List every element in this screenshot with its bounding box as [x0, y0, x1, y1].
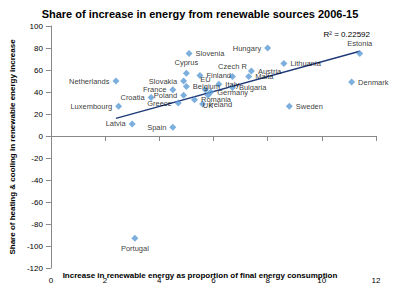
- svg-text:6: 6: [211, 275, 216, 285]
- svg-text:20: 20: [34, 110, 43, 119]
- svg-text:0: 0: [38, 132, 43, 141]
- svg-text:8: 8: [265, 275, 270, 285]
- svg-text:Share of increase in energy fr: Share of increase in energy from renewab…: [42, 8, 359, 20]
- svg-text:Greece: Greece: [147, 99, 172, 108]
- svg-text:Cyprus: Cyprus: [174, 58, 198, 67]
- svg-text:4: 4: [157, 275, 162, 285]
- svg-text:Finland: Finland: [206, 71, 231, 80]
- svg-text:80: 80: [34, 44, 43, 53]
- svg-text:Malta: Malta: [255, 72, 274, 81]
- svg-text:Czech R: Czech R: [218, 62, 247, 71]
- svg-text:Estonia: Estonia: [347, 39, 373, 48]
- svg-text:12: 12: [372, 276, 381, 285]
- svg-text:-80: -80: [31, 220, 43, 229]
- svg-text:France: France: [143, 85, 167, 95]
- svg-text:-20: -20: [31, 154, 43, 163]
- svg-text:Slovenia: Slovenia: [196, 49, 226, 58]
- svg-text:-60: -60: [31, 198, 43, 207]
- svg-text:0: 0: [49, 276, 54, 285]
- svg-text:100: 100: [30, 22, 44, 31]
- svg-text:-120: -120: [27, 264, 44, 273]
- svg-text:Slovakia: Slovakia: [149, 77, 178, 86]
- svg-text:Spain: Spain: [147, 123, 166, 132]
- svg-text:Portugal: Portugal: [121, 244, 149, 253]
- svg-text:10: 10: [317, 275, 327, 285]
- svg-text:EU: EU: [200, 75, 210, 84]
- svg-text:Belgium: Belgium: [192, 82, 220, 91]
- svg-text:R² = 0.22592: R² = 0.22592: [324, 30, 371, 39]
- svg-text:Increase in renewable energy a: Increase in renewable energy as proporti…: [63, 271, 338, 280]
- svg-text:Bulgaria: Bulgaria: [239, 83, 267, 92]
- svg-text:Italy: Italy: [225, 80, 239, 89]
- svg-text:Croatia: Croatia: [120, 93, 145, 102]
- svg-text:Share of heating & cooling in: Share of heating & cooling in renewable …: [8, 39, 17, 255]
- svg-text:Austria: Austria: [257, 66, 282, 76]
- svg-text:Netherlands: Netherlands: [69, 77, 110, 86]
- svg-text:-40: -40: [31, 176, 43, 185]
- svg-text:-100: -100: [27, 242, 44, 251]
- svg-text:Poland: Poland: [153, 90, 178, 100]
- svg-text:Sweden: Sweden: [296, 102, 323, 111]
- svg-text:40: 40: [34, 88, 43, 97]
- svg-text:60: 60: [34, 66, 43, 75]
- svg-text:Luxembourg: Luxembourg: [70, 102, 112, 111]
- svg-text:Germany: Germany: [217, 87, 249, 97]
- svg-text:Lithuania: Lithuania: [290, 59, 321, 68]
- svg-text:Ireland: Ireland: [209, 99, 233, 109]
- svg-text:Latvia: Latvia: [106, 119, 127, 128]
- svg-text:Hungary: Hungary: [233, 44, 262, 53]
- svg-text:UK: UK: [203, 101, 213, 110]
- svg-text:2: 2: [102, 275, 108, 285]
- svg-text:Denmark: Denmark: [358, 78, 389, 87]
